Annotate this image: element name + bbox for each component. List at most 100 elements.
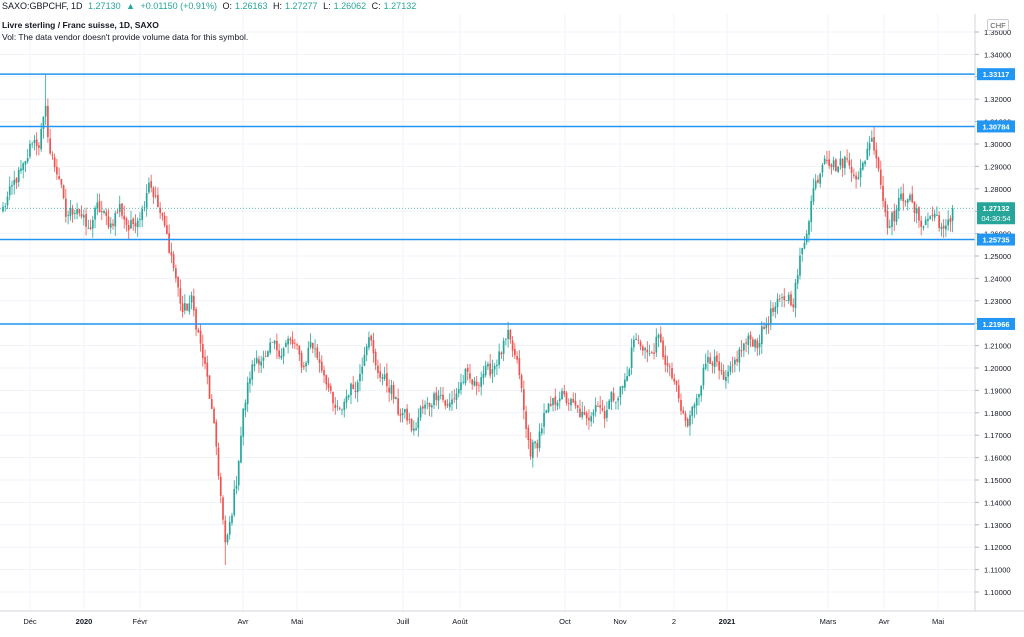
candle-body [886,211,889,229]
x-tick-label: Avr [237,617,249,626]
candle-body [285,342,287,347]
currency-button[interactable]: CHF [987,19,1009,31]
candle-body [808,221,810,235]
candle-body [951,208,954,221]
candle-body [949,218,952,223]
y-tick-label: 1.19000 [984,386,1011,395]
last-price-tag [977,202,1015,225]
candle-body [71,208,74,215]
horizontal-levels[interactable] [0,73,975,325]
candle-body [826,160,828,161]
candle-body [839,158,842,166]
candle-body [67,214,69,216]
candle-body [597,405,599,407]
y-tick-label: 1.30000 [984,140,1011,149]
time-axis[interactable]: Déc 2020 Févr Avr Mai Juill Août Oct Nov 2 2021 Mar… [23,617,944,626]
candle-body [58,176,60,180]
candle-body [311,342,314,349]
candle-body [686,419,689,427]
candle-body [489,363,492,376]
candle-body [177,277,179,288]
candle-body [734,359,736,365]
candle-body [740,350,743,352]
candle-body [835,159,837,171]
high-label: H: [273,1,283,11]
candle-body [192,296,195,311]
candle-body [473,380,476,386]
level-price-label: 1.30784 [982,122,1010,131]
candle-body [534,441,536,444]
candle-body [866,148,869,160]
candle-body [145,193,148,208]
candle-body [154,195,157,197]
bar-countdown-label: 04:30:54 [981,214,1010,223]
candle-body [201,343,204,359]
candle-body [231,515,233,523]
candle-body [864,161,866,165]
candle-body [197,329,200,333]
candle-body [599,405,602,408]
candle-body [336,406,339,407]
price-tags: 1.33117 1.30784 1.25735 1.21966 1.2713204:30… [977,68,1015,330]
candle-body [769,308,772,324]
candle-body [608,400,610,409]
candle-body [395,397,397,400]
candle-body [103,211,105,213]
candle-body [875,149,878,159]
candle-body [143,207,146,209]
candle-body [756,340,759,349]
candle-body [125,218,128,225]
candle-body [480,377,483,387]
candle-body [632,339,635,348]
candle-body [576,405,579,408]
candle-body [536,442,539,449]
candle-body [888,226,891,228]
candle-body [33,139,36,143]
candle-body [549,404,552,406]
instrument-title[interactable]: Livre sterling / Franc suisse, 1D, SAXO [2,20,159,30]
candle-body [159,207,161,213]
candle-body [516,355,518,360]
candle-body [915,208,918,214]
x-tick-label: 2 [672,617,676,626]
y-tick-label: 1.13000 [984,521,1011,530]
candle-body [716,355,718,362]
candle-body [617,398,619,401]
candle-body [909,195,911,201]
candle-body [689,415,691,426]
candle-body [507,330,509,339]
candle-body [69,207,72,217]
candle-body [11,185,13,187]
candle-body [579,408,581,418]
y-tick-label: 1.34000 [984,50,1011,59]
candle-body [76,209,78,215]
candle-body [814,180,817,189]
low-value: 1.26062 [333,1,367,11]
candle-body [235,485,238,489]
candle-body [410,418,413,431]
x-tick-label: Févr [133,617,149,626]
candle-body [298,345,301,355]
candle-body [215,421,218,447]
candle-body [841,159,844,168]
candle-body [844,156,846,169]
candle-body [462,381,465,383]
candle-body [731,364,734,366]
candle-body [709,357,712,365]
candle-body [738,349,741,363]
candle-body [758,342,761,348]
candle-body [482,373,485,378]
x-tick-label: Nov [613,617,627,626]
candle-body [698,394,700,398]
candle-body [291,339,294,345]
candle-body [635,338,637,340]
candle-body [240,435,242,463]
candle-body [612,392,615,401]
price-axis[interactable]: 1.350001.340001.330001.320001.310001.300… [975,28,1011,597]
candle-body [861,162,864,170]
symbol-label[interactable]: SAXO:GBPCHF, 1D [2,1,83,11]
candle-body [195,309,197,330]
candle-body [276,340,278,351]
candle-body [884,201,887,213]
